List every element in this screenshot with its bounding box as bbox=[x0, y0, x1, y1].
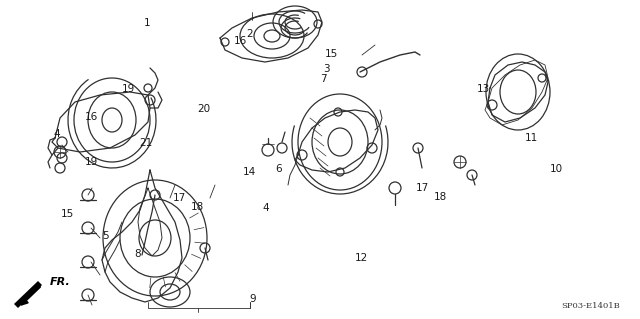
Text: 18: 18 bbox=[191, 202, 204, 212]
Text: 16: 16 bbox=[234, 36, 246, 46]
Text: 12: 12 bbox=[355, 253, 368, 263]
Text: 19: 19 bbox=[85, 157, 98, 167]
Text: 15: 15 bbox=[61, 209, 74, 219]
Text: SP03-E1401B: SP03-E1401B bbox=[561, 302, 620, 310]
Text: 1: 1 bbox=[144, 18, 150, 28]
Text: 9: 9 bbox=[250, 294, 256, 304]
Text: 20: 20 bbox=[197, 104, 210, 114]
Text: 18: 18 bbox=[434, 192, 447, 202]
Text: 17: 17 bbox=[416, 182, 429, 193]
Polygon shape bbox=[14, 281, 42, 308]
Text: 4: 4 bbox=[262, 203, 269, 213]
Text: 17: 17 bbox=[173, 193, 186, 204]
Text: 2: 2 bbox=[246, 29, 253, 40]
Text: 15: 15 bbox=[325, 48, 338, 59]
Text: 8: 8 bbox=[134, 249, 141, 259]
Text: 7: 7 bbox=[320, 74, 326, 84]
Text: 6: 6 bbox=[275, 164, 282, 174]
Text: 10: 10 bbox=[550, 164, 563, 174]
Text: 11: 11 bbox=[525, 133, 538, 143]
Text: 3: 3 bbox=[323, 63, 330, 74]
Text: 13: 13 bbox=[477, 84, 490, 94]
Text: 5: 5 bbox=[102, 231, 109, 241]
Text: 16: 16 bbox=[85, 112, 98, 122]
Text: 19: 19 bbox=[122, 84, 134, 94]
Text: 4: 4 bbox=[53, 129, 60, 139]
Text: 14: 14 bbox=[243, 167, 256, 177]
Text: FR.: FR. bbox=[50, 277, 71, 287]
Text: 21: 21 bbox=[140, 138, 152, 148]
